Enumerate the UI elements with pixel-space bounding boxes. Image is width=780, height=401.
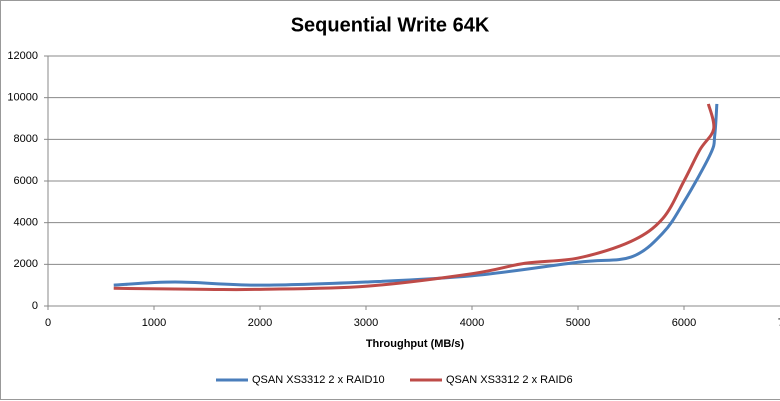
y-tick-label: 10000 xyxy=(7,92,38,104)
x-axis-label: Throughput (MB/s) xyxy=(366,338,465,350)
y-tick-label: 8000 xyxy=(14,133,38,145)
x-tick-label: 5000 xyxy=(566,317,590,329)
x-tick-label: 2000 xyxy=(248,317,272,329)
y-tick-label: 2000 xyxy=(14,258,38,270)
y-tick-label: 0 xyxy=(32,300,38,312)
legend-label: QSAN XS3312 2 x RAID6 xyxy=(446,374,573,386)
x-tick-label: 3000 xyxy=(354,317,378,329)
chart-title: Sequential Write 64K xyxy=(291,14,490,36)
x-tick-label: 1000 xyxy=(142,317,166,329)
line-series xyxy=(113,103,719,287)
x-tick-label: 6000 xyxy=(672,317,696,329)
y-tick-label: 4000 xyxy=(14,217,38,229)
y-tick-label: 6000 xyxy=(14,175,38,187)
x-tick-label: 7000 xyxy=(778,317,780,329)
x-tick-label: 4000 xyxy=(460,317,484,329)
line-series xyxy=(113,103,716,292)
x-tick-label: 0 xyxy=(45,317,51,329)
y-tick-label: 12000 xyxy=(7,50,38,62)
legend-label: QSAN XS3312 2 x RAID10 xyxy=(252,374,385,386)
